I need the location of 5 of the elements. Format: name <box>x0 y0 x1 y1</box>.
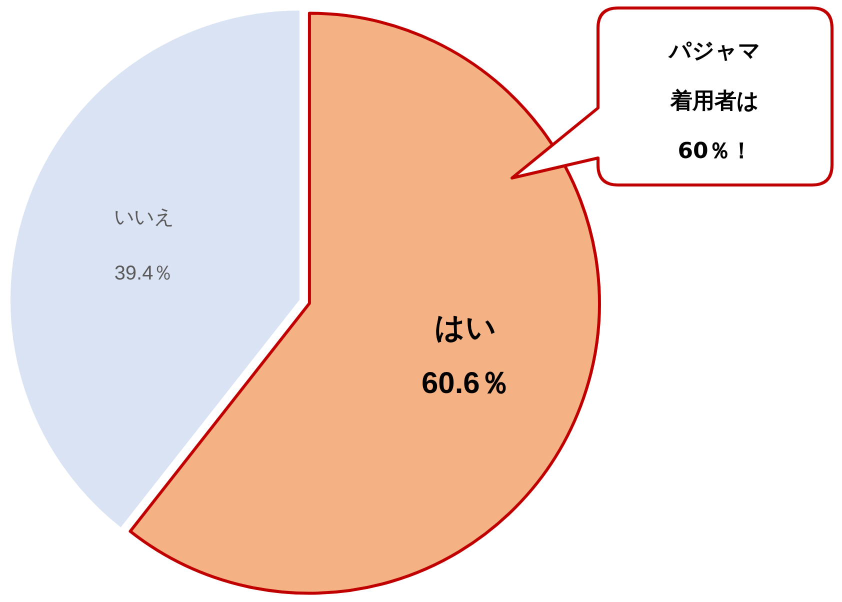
slice-label: はい <box>434 310 497 346</box>
data-label: 60.6％ <box>421 367 510 400</box>
slice-label: いいえ <box>114 204 174 228</box>
text: パジャマ着用者は60％！ <box>668 39 761 164</box>
data-label: 39.4％ <box>114 262 174 284</box>
